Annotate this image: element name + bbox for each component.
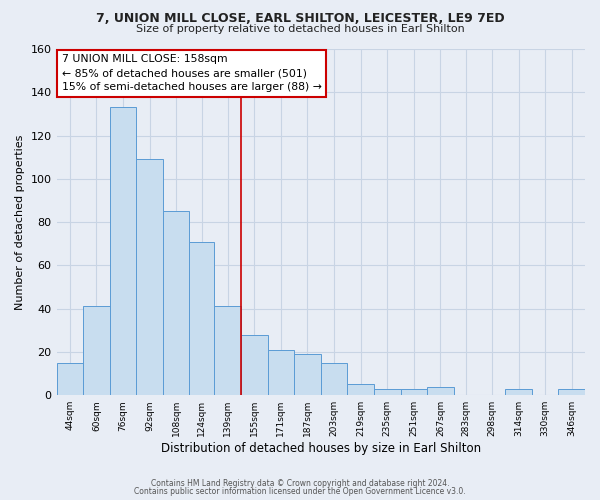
Bar (559, 388, 585, 395)
Bar (321, 363, 347, 395)
Text: Size of property relative to detached houses in Earl Shilton: Size of property relative to detached ho… (136, 24, 464, 34)
Bar (56, 363, 83, 395)
Bar (294, 354, 321, 395)
Bar (83, 306, 110, 395)
Bar (136, 160, 163, 395)
Bar (163, 212, 190, 395)
Text: Contains public sector information licensed under the Open Government Licence v3: Contains public sector information licen… (134, 487, 466, 496)
Text: 7, UNION MILL CLOSE, EARL SHILTON, LEICESTER, LE9 7ED: 7, UNION MILL CLOSE, EARL SHILTON, LEICE… (95, 12, 505, 26)
Text: 7 UNION MILL CLOSE: 158sqm
← 85% of detached houses are smaller (501)
15% of sem: 7 UNION MILL CLOSE: 158sqm ← 85% of deta… (62, 54, 322, 92)
Bar (268, 350, 294, 395)
Bar (241, 334, 268, 395)
Y-axis label: Number of detached properties: Number of detached properties (15, 134, 25, 310)
Bar (427, 386, 454, 395)
Bar (347, 384, 374, 395)
Text: Contains HM Land Registry data © Crown copyright and database right 2024.: Contains HM Land Registry data © Crown c… (151, 478, 449, 488)
Bar (401, 388, 427, 395)
Bar (190, 242, 214, 395)
Bar (374, 388, 401, 395)
Bar (505, 388, 532, 395)
Bar (214, 306, 241, 395)
X-axis label: Distribution of detached houses by size in Earl Shilton: Distribution of detached houses by size … (161, 442, 481, 455)
Bar (110, 108, 136, 395)
